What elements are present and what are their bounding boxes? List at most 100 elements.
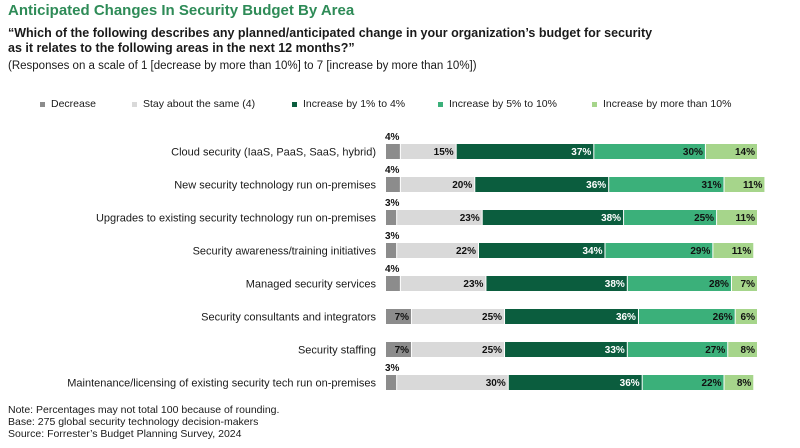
legend-label: Increase by more than 10% (603, 98, 732, 110)
data-label: 11% (743, 180, 763, 191)
bar-segment-increase-by-more-than-10 (713, 243, 754, 258)
bar-segment-increase-by-more-than-10 (705, 144, 757, 159)
bar-segment-increase-by-more-than-10 (724, 375, 754, 390)
legend-swatch (292, 101, 297, 107)
legend-swatch (592, 101, 597, 107)
legend-label: Decrease (51, 98, 96, 110)
scale-note: (Responses on a scale of 1 [decrease by … (8, 60, 477, 72)
bar-segment-increase-by-more-than-10 (735, 309, 757, 324)
category-label: New security technology run on-premises (174, 180, 376, 192)
chart-title: Anticipated Changes In Security Budget B… (8, 2, 355, 19)
bar-segment-increase-by-1-to-4 (479, 243, 605, 258)
data-label: 31% (702, 180, 722, 191)
bar-segment-decrease (386, 276, 400, 291)
bar-segment-decrease (386, 342, 412, 357)
bar-segment-increase-by-1-to-4 (508, 375, 642, 390)
bar-segment-increase-by-more-than-10 (731, 276, 757, 291)
bar-segment-decrease (386, 375, 397, 390)
legend-swatch (438, 101, 443, 107)
legend-label: Stay about the same (4) (143, 98, 256, 110)
data-label: 6% (741, 312, 756, 323)
bar-segment-stay-about-the-same-4 (412, 309, 505, 324)
data-label: 3% (385, 363, 400, 374)
data-label: 36% (586, 180, 606, 191)
data-label: 27% (705, 345, 725, 356)
data-label: 3% (385, 198, 400, 209)
data-label: 4% (385, 132, 400, 143)
bar-segment-increase-by-1-to-4 (505, 309, 638, 324)
data-label: 28% (709, 279, 729, 290)
data-label: 22% (456, 246, 476, 257)
bar-segment-increase-by-1-to-4 (475, 177, 609, 192)
bar-segment-stay-about-the-same-4 (400, 276, 486, 291)
footnotes: Note: Percentages may not total 100 beca… (8, 404, 279, 440)
bar-segment-increase-by-5-to-10 (605, 243, 713, 258)
data-label: 30% (486, 378, 506, 389)
data-label: 34% (582, 246, 602, 257)
bar-segment-increase-by-5-to-10 (624, 210, 717, 225)
bar-segment-increase-by-1-to-4 (456, 144, 594, 159)
data-label: 36% (620, 378, 640, 389)
legend-item-decrease: Decrease (40, 98, 96, 110)
category-label: Security staffing (298, 345, 376, 357)
bar-segment-increase-by-1-to-4 (486, 276, 627, 291)
data-label: 36% (616, 312, 636, 323)
bar-segment-decrease (386, 144, 400, 159)
data-label: 25% (482, 312, 502, 323)
bar-segment-increase-by-1-to-4 (482, 210, 624, 225)
data-label: 33% (605, 345, 625, 356)
bar-segment-stay-about-the-same-4 (400, 177, 475, 192)
legend-item-increase-5-10: Increase by 5% to 10% (438, 98, 557, 110)
rounding-note: Note: Percentages may not total 100 beca… (8, 404, 280, 416)
legend-swatch (132, 101, 137, 107)
data-label: 7% (395, 312, 410, 323)
stacked-bar-chart: Cloud security (IaaS, PaaS, SaaS, hybrid… (67, 132, 765, 390)
bar-segment-decrease (386, 177, 400, 192)
legend-label: Increase by 5% to 10% (449, 98, 557, 110)
data-label: 25% (482, 345, 502, 356)
source-note: Source: Forrester’s Budget Planning Surv… (8, 428, 242, 440)
bar-segment-increase-by-5-to-10 (642, 375, 724, 390)
bar-segment-stay-about-the-same-4 (397, 375, 508, 390)
data-label: 11% (732, 246, 752, 257)
data-label: 37% (571, 147, 591, 158)
category-label: Managed security services (246, 279, 377, 291)
survey-question: “Which of the following describes any pl… (8, 26, 653, 55)
data-label: 4% (385, 165, 400, 176)
category-label: Maintenance/licensing of existing securi… (67, 378, 376, 390)
legend-item-increase-more-10: Increase by more than 10% (592, 98, 731, 110)
data-label: 14% (735, 147, 755, 158)
data-label: 26% (713, 312, 733, 323)
data-label: 8% (737, 378, 752, 389)
data-label: 29% (690, 246, 710, 257)
bar-segment-increase-by-5-to-10 (609, 177, 724, 192)
legend-swatch (40, 101, 45, 107)
category-label: Upgrades to existing security technology… (96, 213, 377, 225)
bar-segment-stay-about-the-same-4 (397, 243, 478, 258)
data-label: 4% (385, 264, 400, 275)
bar-segment-decrease (386, 243, 397, 258)
category-label: Security awareness/training initiatives (193, 246, 377, 258)
bar-segment-stay-about-the-same-4 (412, 342, 505, 357)
bar-segment-increase-by-more-than-10 (717, 210, 757, 225)
data-label: 23% (463, 279, 483, 290)
bar-segment-increase-by-1-to-4 (505, 342, 627, 357)
bar-segment-stay-about-the-same-4 (397, 210, 482, 225)
data-label: 30% (683, 147, 703, 158)
data-label: 38% (605, 279, 625, 290)
bar-segment-increase-by-5-to-10 (594, 144, 705, 159)
bar-segment-increase-by-5-to-10 (627, 276, 731, 291)
data-label: 25% (694, 213, 714, 224)
bar-segment-increase-by-5-to-10 (627, 342, 728, 357)
base-note: Base: 275 global security technology dec… (8, 416, 259, 428)
legend-label: Increase by 1% to 4% (303, 98, 406, 110)
data-label: 3% (385, 231, 400, 242)
data-label: 22% (702, 378, 722, 389)
bar-segment-increase-by-more-than-10 (728, 342, 757, 357)
bar-segment-increase-by-5-to-10 (638, 309, 735, 324)
legend-item-increase-1-4: Increase by 1% to 4% (292, 98, 405, 110)
legend-item-stay-same: Stay about the same (4) (132, 98, 255, 110)
data-label: 38% (601, 213, 621, 224)
bar-segment-increase-by-more-than-10 (724, 177, 765, 192)
bar-segment-stay-about-the-same-4 (400, 144, 456, 159)
